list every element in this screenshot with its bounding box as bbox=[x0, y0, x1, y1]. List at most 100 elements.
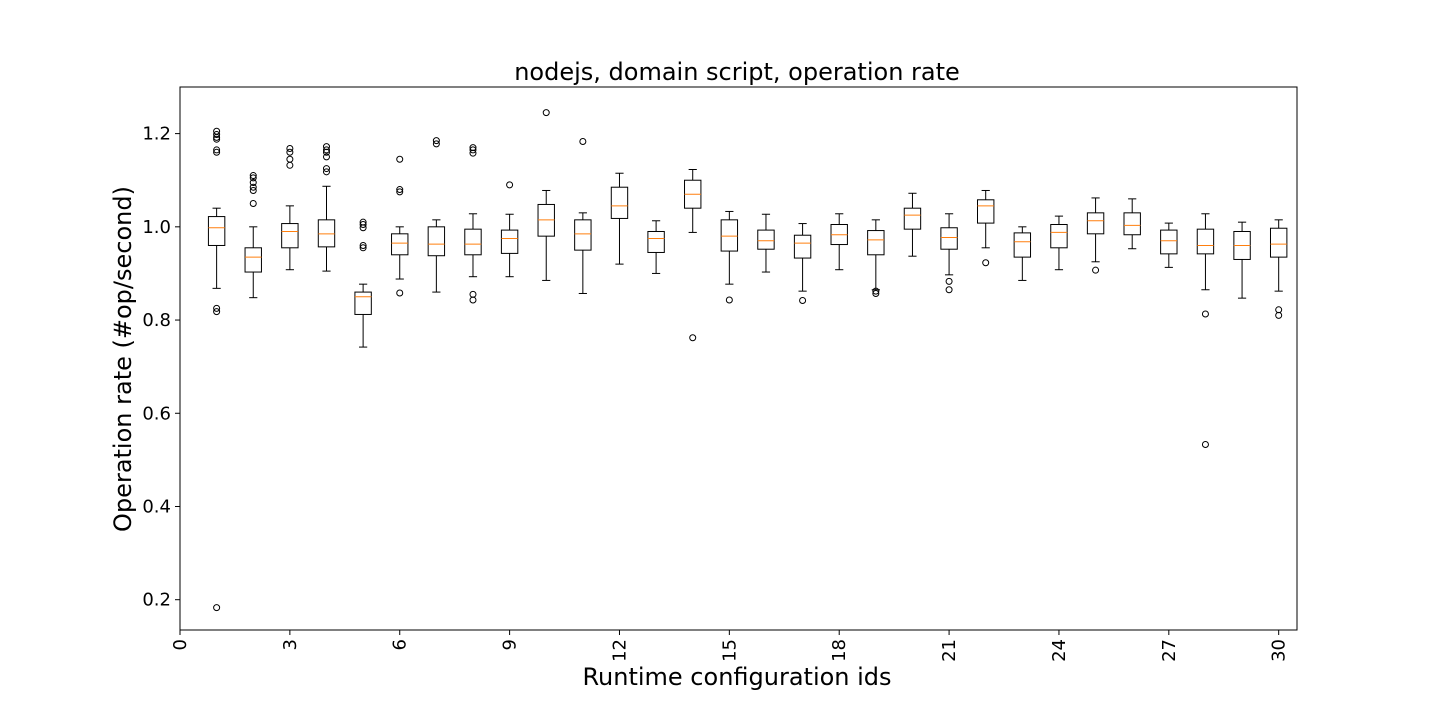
chart-title: nodejs, domain script, operation rate bbox=[514, 58, 960, 86]
y-axis-label: Operation rate (#op/second) bbox=[109, 186, 137, 532]
box-iqr bbox=[391, 233, 409, 256]
x-tick-label: 24 bbox=[1049, 639, 1070, 662]
box-2 bbox=[244, 172, 262, 299]
outlier-point bbox=[322, 148, 330, 156]
outlier-point bbox=[506, 181, 514, 189]
outlier-point bbox=[213, 133, 221, 141]
x-tick-label: 0 bbox=[170, 639, 191, 650]
box-iqr bbox=[1050, 223, 1068, 249]
outlier-point bbox=[213, 146, 221, 154]
box-iqr bbox=[757, 229, 775, 250]
outlier-point bbox=[872, 287, 880, 295]
x-tick-label: 21 bbox=[939, 639, 960, 662]
outlier-point bbox=[286, 155, 294, 163]
box-14 bbox=[684, 168, 702, 342]
box-22 bbox=[977, 189, 995, 267]
outlier-point bbox=[286, 148, 294, 156]
outlier-point bbox=[396, 155, 404, 163]
box-29 bbox=[1233, 221, 1251, 299]
box-12 bbox=[610, 172, 629, 265]
outlier-point bbox=[872, 289, 880, 297]
box-iqr bbox=[464, 228, 482, 256]
y-tick-label: 0.2 bbox=[142, 590, 171, 611]
outlier-point bbox=[213, 131, 221, 139]
outlier-point bbox=[213, 308, 221, 316]
box-8 bbox=[464, 144, 482, 304]
outlier-point bbox=[322, 168, 330, 176]
outlier-point bbox=[799, 296, 807, 304]
outlier-point bbox=[213, 148, 221, 156]
outlier-point bbox=[322, 165, 330, 173]
y-tick-label: 1.0 bbox=[142, 217, 171, 238]
box-18 bbox=[830, 213, 848, 271]
box-iqr bbox=[244, 247, 262, 273]
box-iqr bbox=[281, 223, 299, 249]
outlier-point bbox=[359, 220, 367, 228]
x-tick-label: 18 bbox=[829, 639, 850, 662]
outlier-point bbox=[982, 259, 990, 267]
x-tick-label: 15 bbox=[719, 639, 740, 662]
box-10 bbox=[537, 109, 555, 281]
outlier-point bbox=[359, 244, 367, 252]
outlier-point bbox=[249, 200, 257, 208]
box-20 bbox=[903, 192, 922, 257]
x-tick-label: 12 bbox=[609, 639, 630, 662]
outlier-point bbox=[396, 188, 404, 196]
plot-frame bbox=[179, 86, 1298, 631]
box-6 bbox=[391, 155, 409, 297]
box-iqr bbox=[940, 227, 958, 250]
outlier-point bbox=[469, 149, 477, 157]
outlier-point bbox=[1092, 266, 1100, 274]
outlier-point bbox=[725, 296, 733, 304]
box-16 bbox=[757, 213, 775, 273]
box-15 bbox=[720, 210, 739, 304]
box-iqr bbox=[207, 216, 226, 246]
box-17 bbox=[793, 223, 812, 304]
box-iqr bbox=[1196, 228, 1215, 255]
box-30 bbox=[1269, 219, 1288, 319]
x-tick-label: 6 bbox=[390, 639, 411, 650]
outlier-point bbox=[1275, 311, 1283, 319]
box-iqr bbox=[1013, 232, 1032, 258]
outlier-point bbox=[249, 183, 257, 191]
box-iqr bbox=[1086, 212, 1105, 235]
axes: 0 3 6 9 12 15 18 21 24 27 30 0.2 0.4 0.6 0.8 1.0 1.2 bbox=[142, 124, 1289, 662]
x-tick-label: 9 bbox=[500, 639, 521, 650]
x-tick-label: 27 bbox=[1159, 639, 1180, 662]
outlier-point bbox=[945, 286, 953, 294]
outlier-point bbox=[689, 334, 697, 342]
box-iqr bbox=[867, 230, 885, 256]
box-iqr bbox=[903, 207, 922, 230]
x-tick-label: 30 bbox=[1269, 639, 1290, 662]
y-tick-label: 1.2 bbox=[142, 124, 171, 145]
outlier-point bbox=[469, 146, 477, 154]
box-28 bbox=[1196, 213, 1215, 448]
outlier-point bbox=[213, 604, 221, 612]
box-7 bbox=[427, 137, 446, 293]
outlier-point bbox=[249, 174, 257, 182]
outlier-point bbox=[359, 241, 367, 249]
outlier-point bbox=[945, 277, 953, 285]
plot-area bbox=[207, 109, 1288, 612]
box-iqr bbox=[1269, 227, 1288, 258]
box-iqr bbox=[427, 226, 446, 257]
box-iqr bbox=[610, 186, 629, 219]
box-3 bbox=[281, 145, 299, 271]
box-1 bbox=[207, 127, 226, 612]
outlier-point bbox=[322, 153, 330, 161]
box-13 bbox=[647, 220, 665, 274]
outlier-point bbox=[542, 109, 550, 117]
box-27 bbox=[1160, 222, 1178, 268]
box-iqr bbox=[574, 219, 592, 251]
box-iqr bbox=[647, 230, 665, 253]
box-4 bbox=[317, 143, 336, 272]
outlier-point bbox=[432, 140, 440, 148]
x-tick-label: 3 bbox=[280, 639, 301, 650]
outlier-point bbox=[359, 224, 367, 232]
x-axis-label: Runtime configuration ids bbox=[582, 663, 891, 691]
box-21 bbox=[940, 213, 958, 294]
outlier-point bbox=[322, 146, 330, 154]
box-25 bbox=[1086, 197, 1105, 274]
box-11 bbox=[574, 138, 592, 294]
